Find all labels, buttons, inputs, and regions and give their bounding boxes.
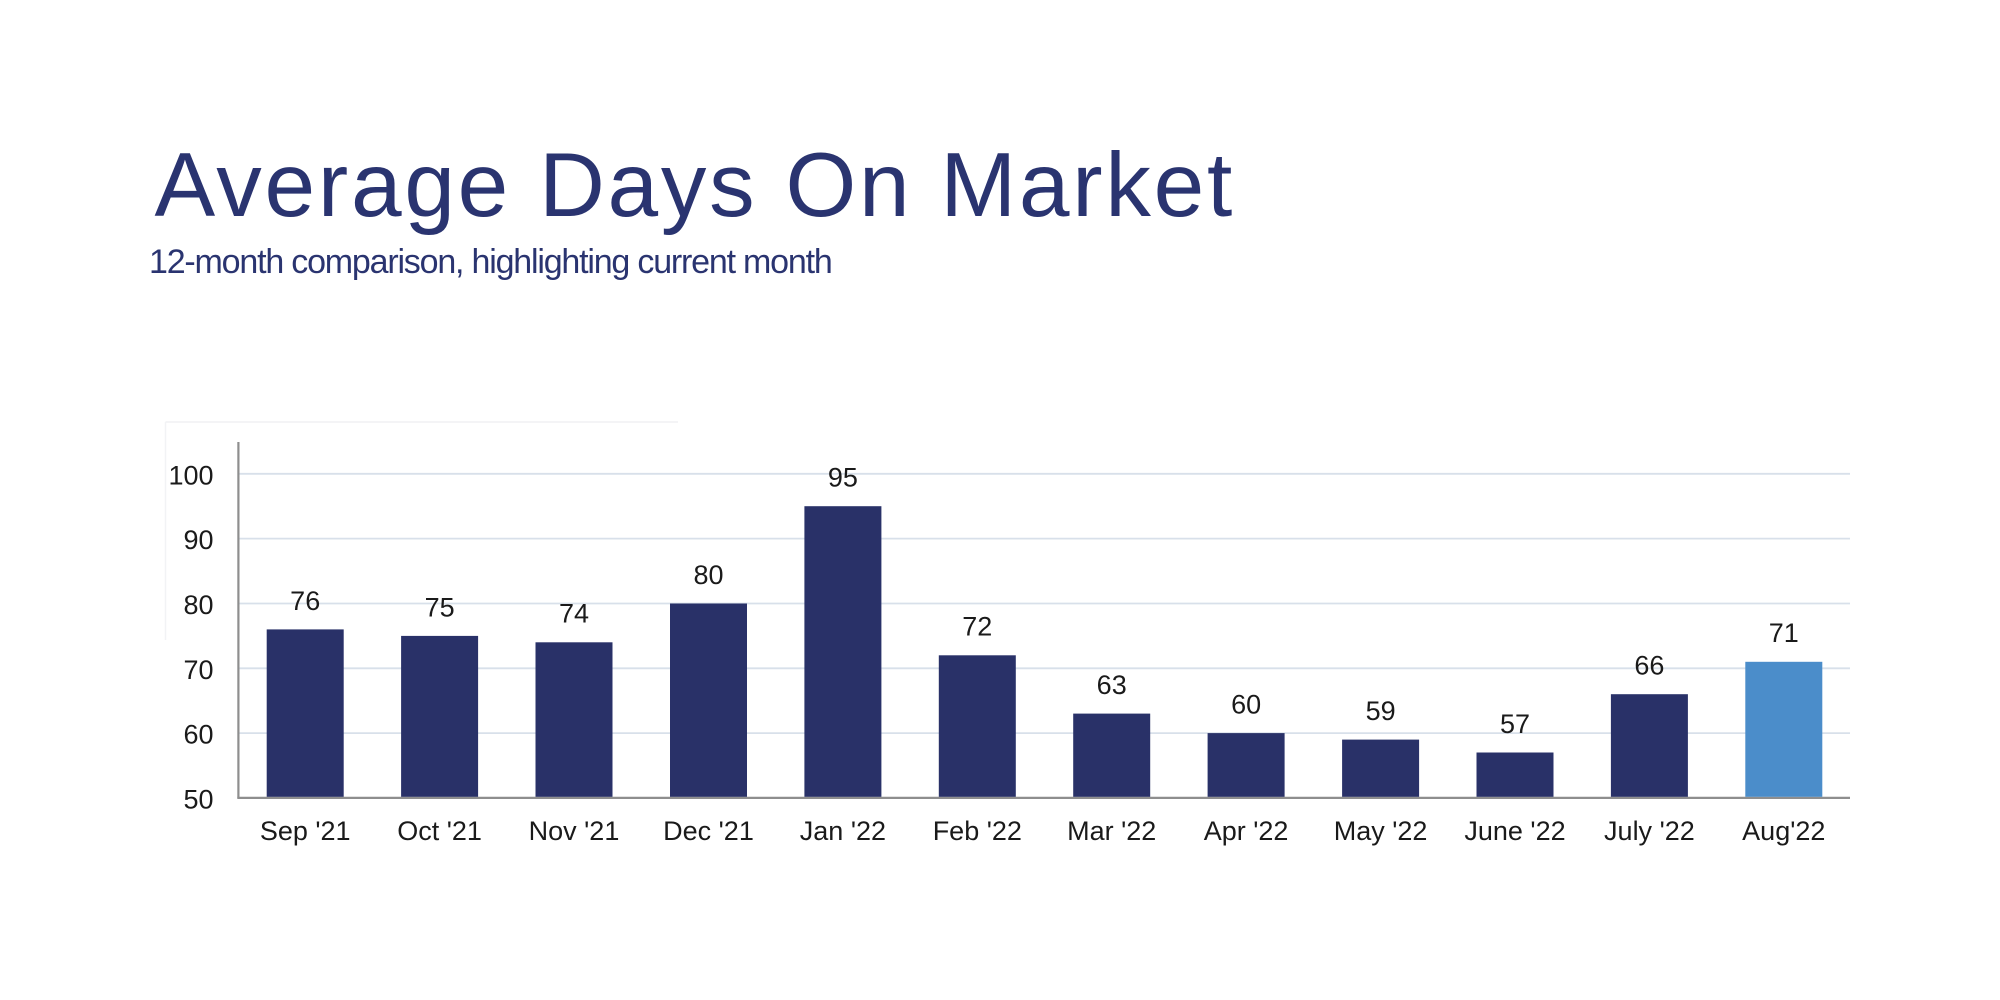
- svg-text:100: 100: [168, 460, 213, 490]
- svg-text:Aug'22: Aug'22: [1742, 816, 1825, 846]
- svg-text:May '22: May '22: [1334, 816, 1428, 846]
- svg-text:66: 66: [1634, 651, 1664, 681]
- svg-text:63: 63: [1097, 670, 1127, 700]
- svg-text:72: 72: [962, 612, 992, 642]
- svg-text:76: 76: [290, 586, 320, 616]
- svg-text:57: 57: [1500, 709, 1530, 739]
- svg-text:59: 59: [1366, 696, 1396, 726]
- svg-text:90: 90: [183, 525, 213, 555]
- svg-text:80: 80: [183, 590, 213, 620]
- svg-text:75: 75: [425, 592, 455, 622]
- svg-text:95: 95: [828, 463, 858, 493]
- svg-text:60: 60: [183, 720, 213, 750]
- svg-text:July '22: July '22: [1604, 816, 1695, 846]
- svg-text:Oct '21: Oct '21: [397, 816, 482, 846]
- svg-text:Average Days On Market: Average Days On Market: [155, 135, 1235, 236]
- svg-text:Feb '22: Feb '22: [933, 816, 1022, 846]
- svg-text:50: 50: [183, 784, 213, 814]
- svg-text:June '22: June '22: [1464, 816, 1565, 846]
- svg-text:74: 74: [559, 599, 589, 629]
- svg-text:Jan '22: Jan '22: [800, 816, 886, 846]
- svg-text:Mar '22: Mar '22: [1067, 816, 1156, 846]
- svg-text:70: 70: [183, 655, 213, 685]
- svg-text:80: 80: [693, 560, 723, 590]
- svg-text:12-month comparison, highlight: 12-month comparison, highlighting curren…: [149, 243, 832, 281]
- svg-text:Sep '21: Sep '21: [260, 816, 351, 846]
- svg-text:Dec '21: Dec '21: [663, 816, 754, 846]
- svg-text:Nov '21: Nov '21: [529, 816, 620, 846]
- svg-text:71: 71: [1769, 618, 1799, 648]
- svg-text:Apr '22: Apr '22: [1204, 816, 1289, 846]
- svg-text:60: 60: [1231, 690, 1261, 720]
